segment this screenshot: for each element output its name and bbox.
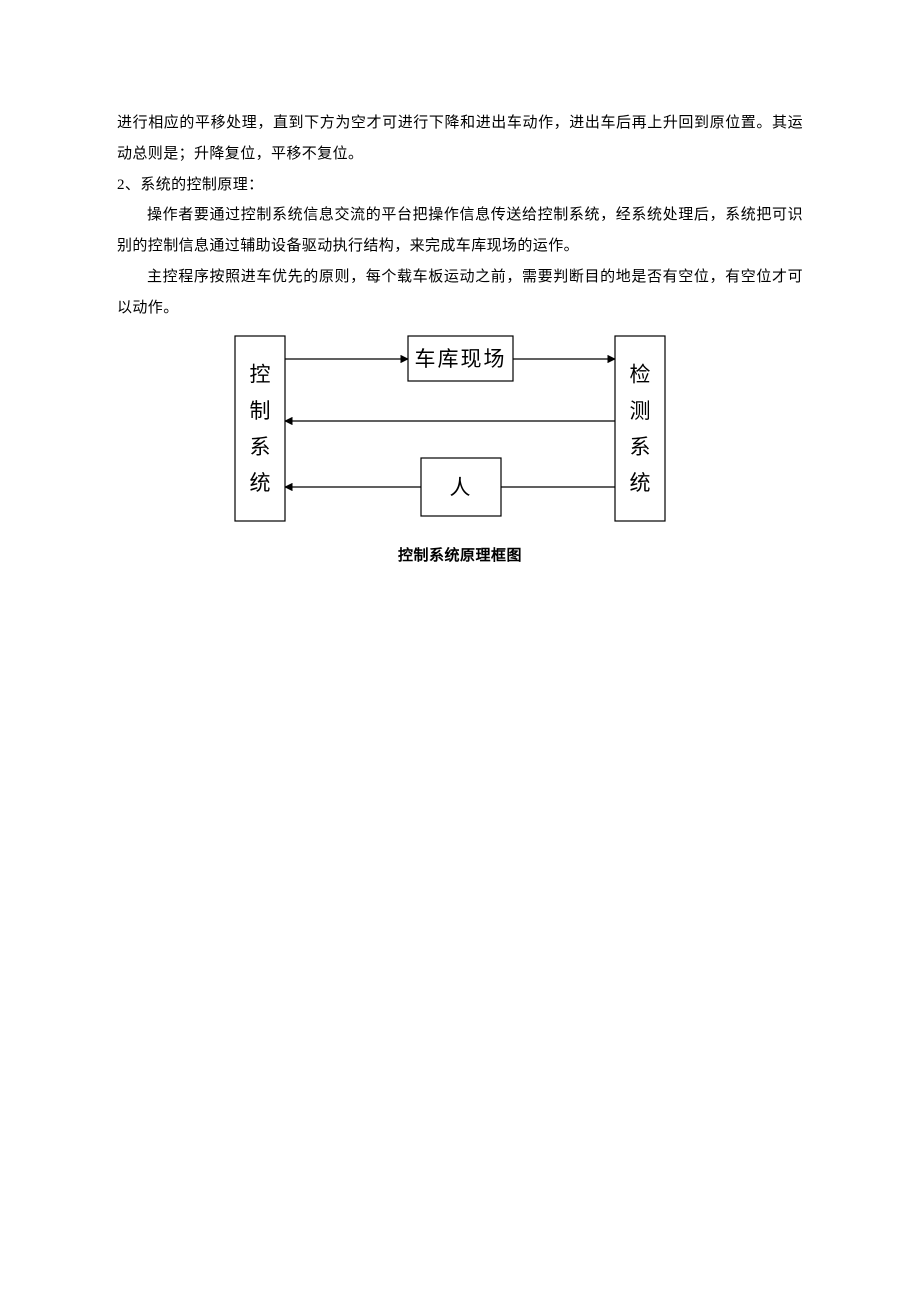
svg-text:统: 统 (250, 471, 271, 495)
svg-text:系: 系 (630, 435, 651, 459)
svg-text:系: 系 (250, 435, 271, 459)
svg-text:车库现场: 车库现场 (415, 347, 507, 371)
svg-text:统: 统 (630, 471, 651, 495)
diagram-wrapper: 控制系统车库现场人检测系统 (117, 331, 803, 526)
diagram-caption: 控制系统原理框图 (117, 544, 803, 565)
svg-text:人: 人 (450, 476, 473, 500)
svg-text:控: 控 (250, 363, 271, 387)
control-system-diagram: 控制系统车库现场人检测系统 (225, 331, 695, 526)
svg-text:测: 测 (630, 399, 651, 423)
paragraph-1: 进行相应的平移处理，直到下方为空才可进行下降和进出车动作，进出车后再上升回到原位… (117, 108, 803, 170)
node-scene: 车库现场 (408, 336, 513, 381)
section-heading: 2、系统的控制原理： (117, 170, 803, 201)
svg-text:检: 检 (630, 363, 651, 387)
node-control: 控制系统 (235, 336, 285, 521)
node-detect: 检测系统 (615, 336, 665, 521)
svg-text:制: 制 (250, 399, 271, 423)
paragraph-2: 操作者要通过控制系统信息交流的平台把操作信息传送给控制系统，经系统处理后，系统把… (117, 200, 803, 262)
paragraph-3: 主控程序按照进车优先的原则，每个载车板运动之前，需要判断目的地是否有空位，有空位… (117, 262, 803, 324)
node-human: 人 (421, 458, 501, 516)
